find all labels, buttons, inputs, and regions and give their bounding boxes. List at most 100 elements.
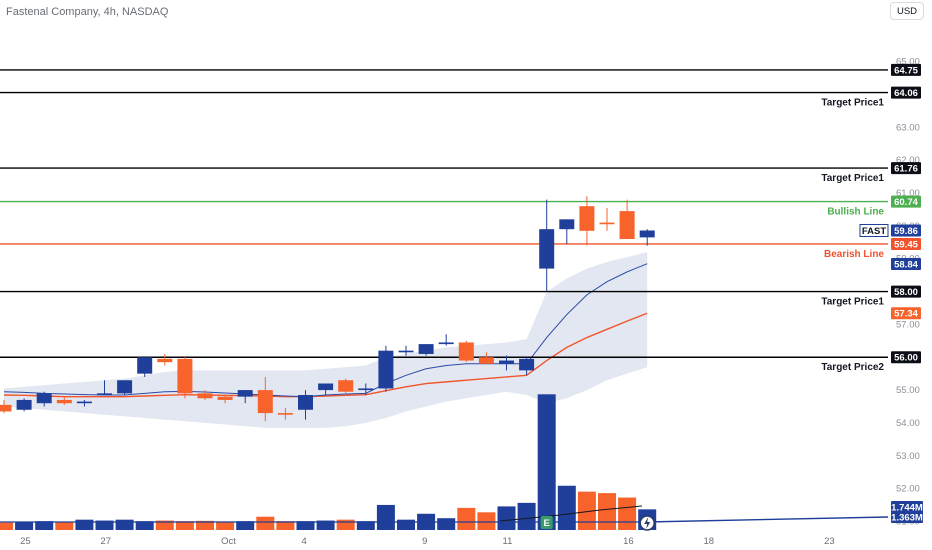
- y-tick-label: 62.00: [896, 155, 920, 166]
- volume-bar: [0, 522, 13, 530]
- x-tick-label: 23: [824, 536, 835, 547]
- candle-body[interactable]: [97, 393, 112, 395]
- candle-body[interactable]: [519, 358, 535, 371]
- price-tag-text: 59.86: [894, 226, 918, 237]
- level-label: Bearish Line: [824, 249, 884, 260]
- candle-body[interactable]: [539, 229, 555, 269]
- candle-body[interactable]: [197, 393, 213, 399]
- volume-tag: [891, 501, 923, 513]
- level-price-text: 58.00: [894, 287, 918, 298]
- candle-body[interactable]: [16, 399, 32, 410]
- level-price-text: 61.76: [894, 164, 918, 175]
- candle-body[interactable]: [619, 211, 635, 240]
- level-label: Bullish Line: [827, 207, 884, 218]
- level-price-text: 56.00: [894, 353, 918, 364]
- volume-bar: [577, 491, 596, 530]
- y-tick-label: 54.00: [896, 418, 920, 429]
- x-tick-label: 27: [101, 536, 112, 547]
- candle-body[interactable]: [277, 413, 293, 415]
- volume-bar: [316, 520, 335, 530]
- price-tag-text: 57.34: [894, 309, 918, 320]
- earnings-marker[interactable]: [540, 516, 553, 529]
- volume-bar: [437, 518, 456, 530]
- level-price-text: 60.74: [894, 197, 918, 208]
- volume-bar: [557, 485, 576, 530]
- candle-body[interactable]: [499, 360, 514, 364]
- candle-body[interactable]: [458, 342, 474, 361]
- candle-body[interactable]: [478, 357, 494, 364]
- candle-body[interactable]: [217, 396, 233, 400]
- level-price-tag: [891, 63, 921, 76]
- volume-bar: [75, 519, 94, 530]
- symbol-tag-text: FAST: [862, 226, 886, 237]
- volume-ma-fast: [499, 505, 643, 522]
- candle-body[interactable]: [418, 344, 434, 354]
- volume-tag-text: 1.744M: [891, 503, 923, 514]
- candle-body[interactable]: [338, 380, 354, 392]
- volume-bar: [618, 497, 637, 530]
- volume-tag: [891, 511, 923, 523]
- chart-title: Fastenal Company, 4h, NASDAQ: [6, 6, 169, 18]
- volume-bar: [598, 493, 616, 530]
- candle-body[interactable]: [599, 222, 615, 225]
- y-tick-label: 52.00: [896, 484, 920, 495]
- earnings-marker-text: E: [544, 518, 550, 529]
- candle-body[interactable]: [56, 399, 72, 404]
- candle-body[interactable]: [438, 342, 454, 345]
- candle-body[interactable]: [378, 350, 394, 389]
- candle-body[interactable]: [137, 357, 153, 374]
- bollinger-band: [4, 252, 648, 428]
- volume-bar: [296, 521, 315, 530]
- symbol-tag: [859, 223, 889, 237]
- level-price-tag: [891, 237, 921, 250]
- candle-body[interactable]: [237, 390, 253, 397]
- candle-body[interactable]: [398, 350, 414, 353]
- level-price-tag: [891, 351, 921, 364]
- candle-body[interactable]: [257, 390, 273, 414]
- y-tick-label: 57.00: [896, 319, 920, 330]
- level-label: Target Price1: [821, 297, 884, 308]
- volume-bar: [216, 521, 235, 530]
- volume-bar: [356, 521, 375, 530]
- level-price-text: 59.45: [894, 239, 918, 250]
- x-tick-label: 18: [704, 536, 715, 547]
- volume-bar: [517, 502, 536, 530]
- candle-body[interactable]: [639, 230, 655, 238]
- price-tag: [891, 224, 921, 237]
- candle-body[interactable]: [76, 401, 92, 404]
- candle-body[interactable]: [579, 206, 595, 231]
- volume-bar: [497, 506, 516, 530]
- volume-bar: [477, 512, 496, 530]
- candle-body[interactable]: [559, 219, 575, 230]
- y-tick-label: 55.00: [896, 385, 920, 396]
- level-price-text: 64.06: [894, 88, 918, 99]
- volume-bar: [276, 521, 295, 530]
- volume-bar: [155, 520, 174, 530]
- volume-bar: [175, 521, 194, 530]
- volume-bar: [256, 516, 275, 530]
- y-tick-label: 65.00: [896, 57, 920, 68]
- level-label: Target Price2: [821, 362, 884, 373]
- candle-body[interactable]: [298, 395, 313, 410]
- level-label: Target Price1: [821, 173, 884, 184]
- candle-body[interactable]: [36, 393, 52, 404]
- candle-body[interactable]: [358, 388, 374, 391]
- x-tick-label: 9: [422, 536, 427, 547]
- candle-body[interactable]: [117, 380, 133, 394]
- x-tick-label: 16: [623, 536, 634, 547]
- volume-bar: [537, 394, 556, 530]
- currency-button[interactable]: USD: [890, 2, 924, 20]
- volume-bar: [35, 521, 54, 530]
- candle-body[interactable]: [0, 404, 12, 412]
- x-tick-label: 25: [20, 536, 31, 547]
- level-price-text: 64.75: [894, 65, 918, 76]
- x-tick-label: 11: [503, 536, 513, 547]
- volume-tag-text: 1.363M: [891, 513, 923, 524]
- volume-bar: [196, 520, 214, 530]
- candle-body[interactable]: [318, 383, 334, 391]
- candle-body[interactable]: [177, 358, 193, 394]
- candle-body[interactable]: [157, 358, 173, 363]
- volume-bar: [55, 521, 74, 530]
